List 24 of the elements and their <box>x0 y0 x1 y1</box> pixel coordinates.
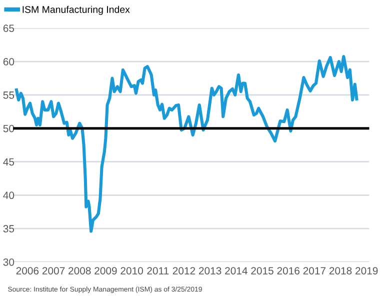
x-tick-label: 2011 <box>147 267 169 274</box>
x-tick-label: 2017 <box>303 267 326 274</box>
y-tick-label: 55 <box>3 92 14 99</box>
x-tick-label: 2016 <box>277 267 300 274</box>
y-tick-label: 35 <box>3 225 14 232</box>
x-tick-label: 2015 <box>251 267 274 274</box>
x-tick-label: 2009 <box>94 267 117 274</box>
x-tick-label: 2019 <box>356 267 378 274</box>
y-tick-label: 65 <box>3 24 14 32</box>
y-tick-label: 60 <box>3 58 14 66</box>
x-tick-label: 2018 <box>329 267 352 274</box>
x-tick-label: 2012 <box>172 267 196 274</box>
x-tick-label: 2010 <box>120 267 143 274</box>
line-series <box>14 54 358 233</box>
x-tick-label: 2013 <box>199 267 222 274</box>
y-tick-label: 45 <box>3 158 14 166</box>
x-tick-label: 2006 <box>16 267 39 274</box>
x-tick-label: 2014 <box>225 267 248 274</box>
legend-label: ISM Manufacturing Index <box>22 6 130 15</box>
y-tick-label: 50 <box>3 124 14 132</box>
y-tick-label: 30 <box>3 258 14 266</box>
x-tick-label: 2008 <box>68 267 91 274</box>
y-tick-label: 40 <box>3 192 14 200</box>
x-tick-label: 2007 <box>42 267 65 274</box>
